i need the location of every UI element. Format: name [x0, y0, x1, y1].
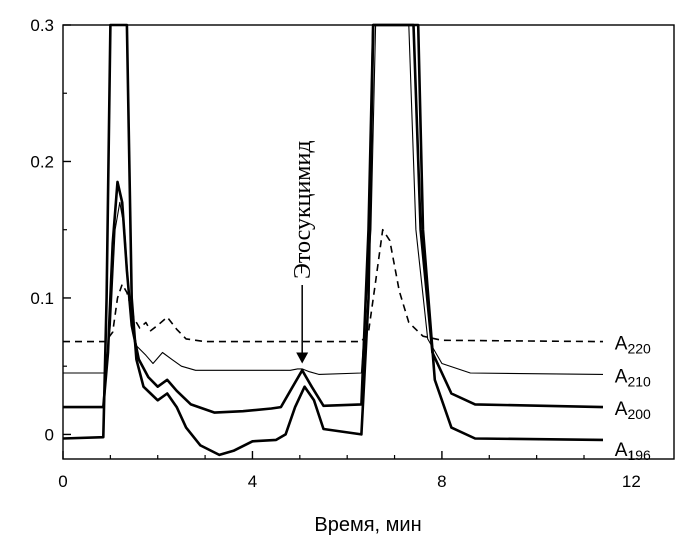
peak-annotation: Этосукцимид: [290, 140, 316, 364]
annotation-label: Этосукцимид: [290, 140, 316, 279]
x-tick-label: 12: [622, 472, 641, 491]
x-axis-title: Время, мин: [314, 514, 421, 535]
series-line-A200: [63, 23, 604, 414]
series-line-A196: [62, 23, 604, 457]
axis-tick-labels: 0 4 8 12 0 0.1 0.2 0.3: [30, 16, 640, 491]
y-tick-label: 0.2: [30, 152, 54, 171]
y-tick-label: 0.3: [30, 16, 54, 35]
axis-ticks: [62, 24, 633, 459]
series-line-A210: [63, 24, 604, 375]
y-tick-label: 0.1: [30, 289, 54, 308]
series-label-A196: A196: [615, 440, 651, 463]
plot-frame: [62, 24, 675, 460]
series-label-A200: A200: [615, 399, 651, 422]
series-label-A220: A220: [615, 334, 651, 357]
series-line-A220: [63, 228, 604, 343]
y-tick-label: 0: [45, 425, 54, 444]
series-group: [62, 23, 604, 457]
series-label-A210: A210: [615, 366, 651, 389]
x-tick-label: 8: [437, 472, 446, 491]
annotation-arrowhead: [296, 352, 309, 364]
x-tick-label: 0: [58, 472, 67, 491]
x-tick-label: 4: [248, 472, 257, 491]
series-labels: A220 A210 A200 A196: [615, 334, 651, 463]
